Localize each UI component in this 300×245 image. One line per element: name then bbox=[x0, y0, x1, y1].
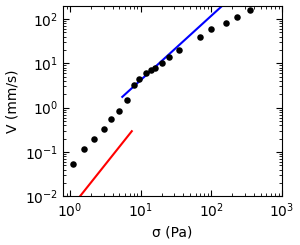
Point bbox=[166, 55, 171, 59]
Point bbox=[92, 137, 97, 141]
Point bbox=[148, 68, 153, 72]
X-axis label: σ (Pa): σ (Pa) bbox=[152, 225, 193, 239]
Point bbox=[125, 98, 130, 102]
Point bbox=[131, 83, 136, 87]
Point bbox=[117, 109, 122, 113]
Point bbox=[234, 15, 239, 19]
Y-axis label: V (mm/s): V (mm/s) bbox=[6, 69, 20, 133]
Point bbox=[153, 66, 158, 70]
Point bbox=[144, 71, 148, 75]
Point bbox=[160, 61, 164, 65]
Point bbox=[198, 35, 203, 38]
Point bbox=[223, 21, 228, 25]
Point bbox=[177, 48, 182, 52]
Point bbox=[109, 117, 113, 121]
Point bbox=[136, 77, 141, 81]
Point bbox=[247, 8, 252, 12]
Point bbox=[82, 147, 87, 150]
Point bbox=[70, 162, 75, 166]
Point bbox=[101, 127, 106, 131]
Point bbox=[209, 27, 214, 31]
